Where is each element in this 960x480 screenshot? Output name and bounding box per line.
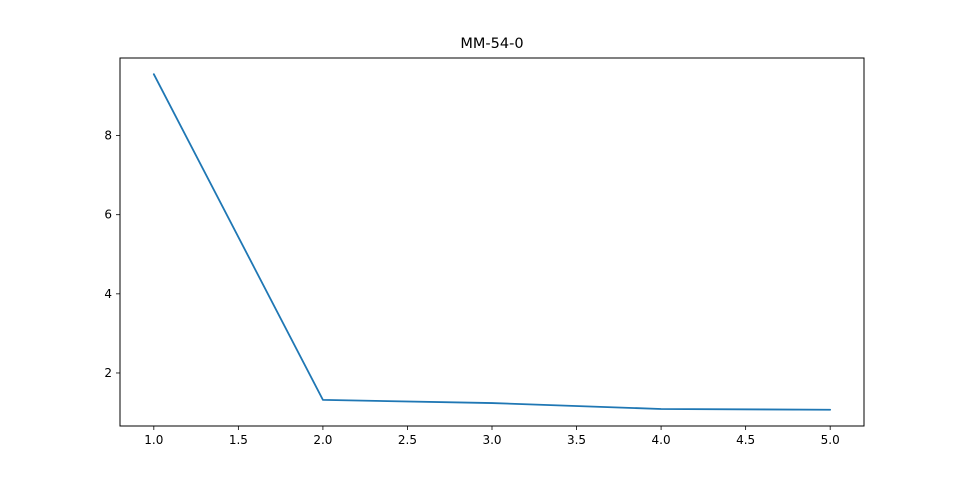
chart-title: MM-54-0 [460,36,523,52]
y-tick-label: 8 [104,129,112,143]
plot-frame [119,57,865,427]
y-axis: 2 4 6 8 [104,129,120,380]
x-tick-label: 5.0 [821,433,840,447]
plot-area [120,58,864,426]
series-line [152,73,832,411]
x-tick-label: 3.5 [567,433,586,447]
x-tick-label: 4.0 [652,433,671,447]
y-tick-label: 6 [104,208,112,222]
x-axis: 1.0 1.5 2.0 2.5 3.0 3.5 4.0 4.5 5.0 [144,426,840,447]
x-tick-label: 2.5 [398,433,417,447]
y-tick-label: 4 [104,287,112,301]
x-tick-label: 2.0 [313,433,332,447]
y-tick-label: 2 [104,366,112,380]
x-tick-label: 4.5 [736,433,755,447]
x-tick-label: 1.0 [144,433,163,447]
x-tick-label: 3.0 [482,433,501,447]
x-tick-label: 1.5 [229,433,248,447]
